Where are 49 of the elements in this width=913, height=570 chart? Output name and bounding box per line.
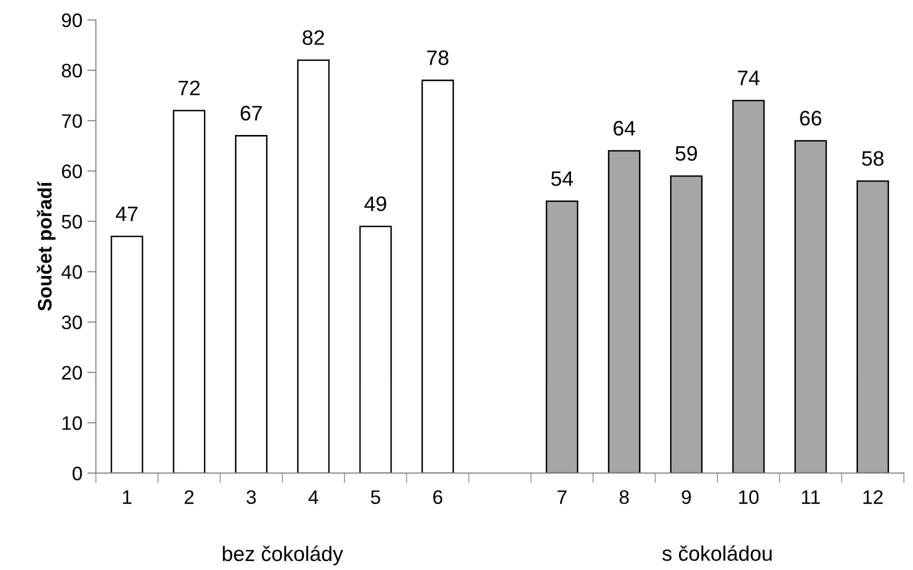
data-label: 47 <box>116 206 138 222</box>
bar <box>732 100 765 474</box>
bar <box>359 226 392 474</box>
y-tick-label: 50 <box>62 214 82 229</box>
bar <box>794 140 827 474</box>
x-tick-label: 3 <box>246 490 256 504</box>
data-label: 59 <box>676 146 697 161</box>
data-label: 54 <box>551 171 573 186</box>
bar <box>110 236 144 474</box>
x-tick-label: 10 <box>739 490 759 504</box>
x-tick-label: 5 <box>370 490 380 504</box>
y-tick-label: 30 <box>62 316 82 330</box>
bar <box>421 80 454 474</box>
x-tick-label: 8 <box>620 490 629 504</box>
y-axis-title: Součet pořadí <box>36 181 56 311</box>
y-tick-label: 90 <box>62 13 82 28</box>
data-label: 64 <box>614 120 636 136</box>
bar <box>608 150 640 474</box>
bar <box>670 175 703 474</box>
y-tick-label: 0 <box>72 466 82 480</box>
bar <box>546 200 578 474</box>
data-label: 82 <box>302 30 324 45</box>
data-label: 66 <box>800 110 822 126</box>
y-tick-label: 20 <box>62 366 82 380</box>
bar <box>856 180 890 474</box>
text: bez čokolády <box>222 546 344 566</box>
data-label: 74 <box>738 70 760 86</box>
data-label: 72 <box>178 80 200 96</box>
y-tick-label: 40 <box>61 265 82 279</box>
data-label: 67 <box>240 106 262 121</box>
data-label: 49 <box>364 196 386 212</box>
y-tick-label: 60 <box>62 164 82 178</box>
x-tick-label: 2 <box>184 490 194 504</box>
x-tick-label: 7 <box>558 490 566 504</box>
bar <box>297 60 330 474</box>
text: s čokoládou <box>662 545 772 561</box>
y-tick-label: 80 <box>62 64 82 78</box>
x-tick-label: 6 <box>433 490 442 504</box>
x-tick-label: 12 <box>863 490 883 504</box>
x-tick-label: 11 <box>802 490 820 504</box>
data-label: 78 <box>427 50 448 66</box>
x-tick-label: 9 <box>682 490 691 504</box>
y-tick-label: 70 <box>62 114 82 128</box>
y-tick-label: 10 <box>62 416 82 430</box>
bar <box>235 135 268 474</box>
x-tick-label: 4 <box>308 490 318 504</box>
bar <box>172 110 206 474</box>
x-tick-label: 1 <box>123 490 132 504</box>
data-label: 58 <box>862 151 884 166</box>
